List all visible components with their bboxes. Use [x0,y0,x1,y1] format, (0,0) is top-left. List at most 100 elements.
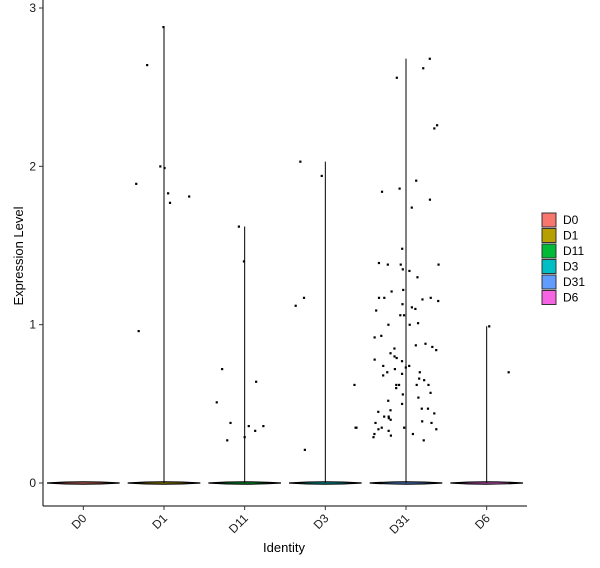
data-point [389,434,393,437]
x-tick-label: D0 [69,511,90,532]
data-point [422,439,425,442]
data-point [400,360,404,363]
data-point [431,345,434,349]
x-axis-title: Identity [263,540,305,555]
data-point [372,436,375,439]
legend-label-D3: D3 [563,260,579,274]
data-point [400,372,404,375]
data-point [400,402,404,406]
data-point [387,415,390,418]
data-point [395,383,398,387]
y-tick-label: 0 [29,476,36,490]
data-point [254,429,257,432]
legend-swatch-D31 [541,274,557,290]
y-tick-label: 1 [29,318,36,332]
data-point [294,304,297,307]
data-point [373,358,376,361]
data-point [382,364,385,368]
violin-D0 [46,481,120,485]
data-point [386,371,389,374]
data-point [403,426,406,429]
data-point [373,336,376,339]
data-point [417,396,420,399]
plot-area: 0 1 2 3 D0 D1 D11 D3 D31 D6 [29,0,527,537]
data-point [397,383,401,387]
data-point [426,407,430,410]
data-point [375,309,378,312]
legend-label-D1: D1 [563,229,579,243]
data-point [429,296,432,299]
data-point [188,195,191,198]
data-point [382,374,385,377]
data-point [428,57,431,60]
data-point [390,290,393,293]
data-point [427,383,430,387]
data-point [399,263,402,266]
data-point [374,421,377,425]
data-point [408,364,411,368]
data-point [389,418,392,421]
legend-label-D31: D31 [563,275,585,289]
data-point [389,409,392,412]
data-point [353,383,356,387]
data-point [408,323,411,326]
data-point [433,412,436,415]
data-point [137,330,140,333]
data-point [380,334,383,337]
data-point [401,268,404,271]
legend-swatch-D11 [541,243,557,259]
data-point [393,368,396,371]
legend-label-D0: D0 [563,213,579,227]
data-point [168,201,172,204]
x-tick-label: D11 [226,511,251,536]
data-point [418,377,421,380]
legend-swatch-D6 [541,290,557,305]
data-point [415,383,418,387]
data-point [167,192,170,195]
data-point [299,160,302,163]
data-point [402,288,405,292]
data-point [377,428,380,431]
data-point [395,356,398,360]
data-point [415,179,418,182]
data-point [262,425,265,428]
data-point [387,323,390,326]
data-point [387,399,390,402]
data-point [226,439,229,442]
data-point [430,421,433,425]
data-point [401,393,404,396]
data-point [418,371,421,374]
data-point [380,426,383,429]
x-tick-label: D31 [387,511,413,537]
data-point [416,322,420,325]
x-tick-label: D6 [472,511,493,532]
data-point [221,368,224,371]
data-point [423,379,426,382]
x-tick-label: D3 [311,511,332,532]
data-point [393,347,396,350]
data-point [303,448,306,451]
data-point [421,420,424,423]
data-point [408,269,411,273]
data-point [302,296,306,299]
data-point [377,410,380,413]
data-point [243,436,246,439]
data-point [387,417,390,420]
data-point [215,401,218,404]
data-point [159,165,162,168]
data-point [377,261,381,265]
data-point [395,76,398,79]
legend-label-D11: D11 [563,244,584,258]
data-point [416,276,419,279]
data-point [146,64,149,67]
data-point [135,182,138,185]
data-point [162,26,165,29]
data-point [399,314,402,317]
data-point [380,190,384,193]
data-point [404,366,407,369]
legend-label-D6: D6 [563,291,579,305]
data-point [229,421,232,425]
data-point [437,299,440,303]
data-point [242,260,246,263]
